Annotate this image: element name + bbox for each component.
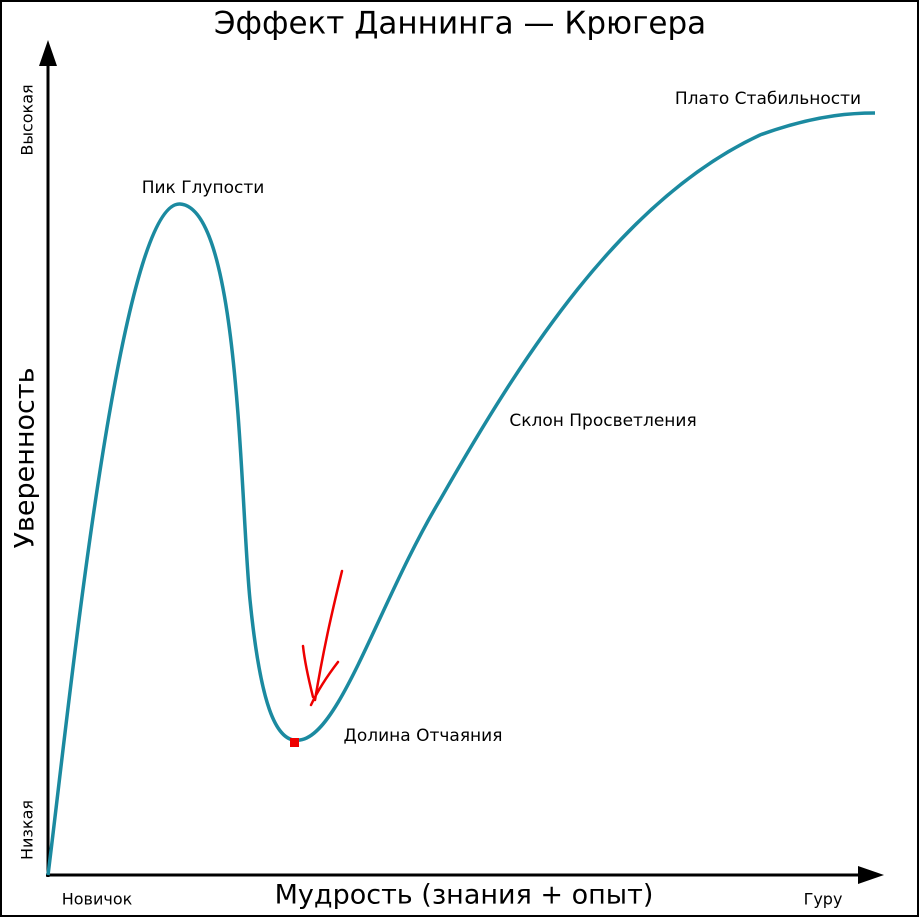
y-high: Высокая — [18, 84, 37, 155]
annotation: Пик Глупости — [142, 178, 265, 198]
annotation: Плато Стабильности — [675, 89, 861, 109]
x-axis-arrow — [858, 866, 884, 884]
annotation: Долина Отчаяния — [344, 726, 503, 746]
red-arrow — [301, 569, 344, 707]
red-dot — [290, 738, 299, 747]
annotation: Склон Просветления — [509, 411, 696, 431]
title: Эффект Даннинга — Крюгера — [214, 6, 706, 42]
y-axis-arrow — [39, 40, 57, 66]
x-start: Новичок — [62, 890, 133, 909]
y-low: Низкая — [18, 800, 37, 860]
curve — [46, 111, 876, 876]
x-label: Мудрость (знания + опыт) — [275, 880, 654, 911]
x-end: Гуру — [804, 890, 843, 909]
y-label: Уверенность — [10, 367, 41, 548]
